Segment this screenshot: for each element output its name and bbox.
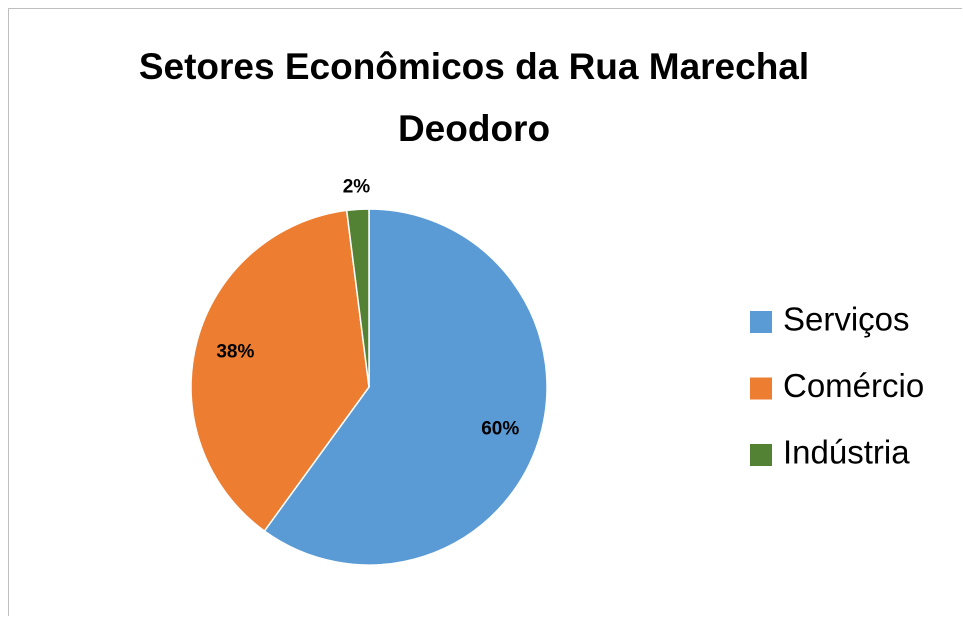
legend-swatch	[750, 311, 772, 333]
legend-swatch	[750, 377, 772, 400]
pie-slice	[263, 208, 548, 566]
pie-slice	[345, 208, 370, 388]
legend-label: Indústria	[783, 434, 910, 471]
data-label: 2%	[343, 176, 371, 197]
chart-title: Setores Econômicos da Rua Marechal Deodo…	[138, 46, 810, 149]
legend-swatch	[750, 444, 772, 466]
legend-label: Comércio	[783, 367, 924, 404]
data-label: 60%	[481, 419, 519, 440]
legend-label: Serviços	[783, 301, 910, 338]
data-label: 38%	[216, 342, 254, 363]
pie-slice	[190, 209, 370, 533]
chart-frame	[8, 8, 962, 616]
